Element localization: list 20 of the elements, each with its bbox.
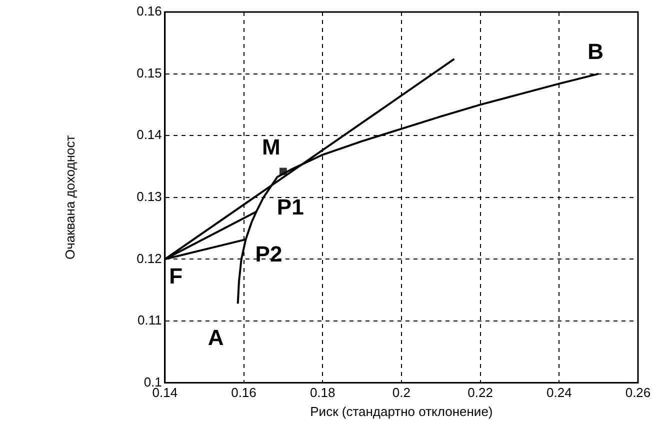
y-tick-label: 0.12	[136, 250, 162, 266]
annotation: F	[169, 263, 183, 288]
annotation: A	[208, 324, 224, 350]
annotation: B	[588, 38, 604, 64]
y-tick-label: 0.16	[136, 4, 162, 19]
x-tick-label: 0.2	[392, 385, 410, 400]
annotation: M	[262, 134, 280, 160]
x-tick-label: 0.16	[231, 385, 256, 400]
x-axis-title: Риск (стандартно отклонение)	[310, 404, 493, 419]
y-axis-title: Очаквана доходност	[62, 135, 78, 260]
annotation: P1	[276, 194, 304, 220]
annotation: P2	[255, 241, 282, 266]
y-tick-label: 0.15	[136, 65, 162, 80]
x-tick-label: 0.24	[546, 385, 572, 400]
y-tick-label: 0.13	[136, 188, 162, 204]
x-tick-label: 0.26	[625, 385, 651, 400]
x-tick-label: 0.18	[310, 385, 336, 400]
y-tick-label: 0.11	[138, 312, 162, 328]
y-tick-label: 0.14	[136, 127, 162, 142]
x-tick-label: 0.22	[468, 385, 493, 400]
